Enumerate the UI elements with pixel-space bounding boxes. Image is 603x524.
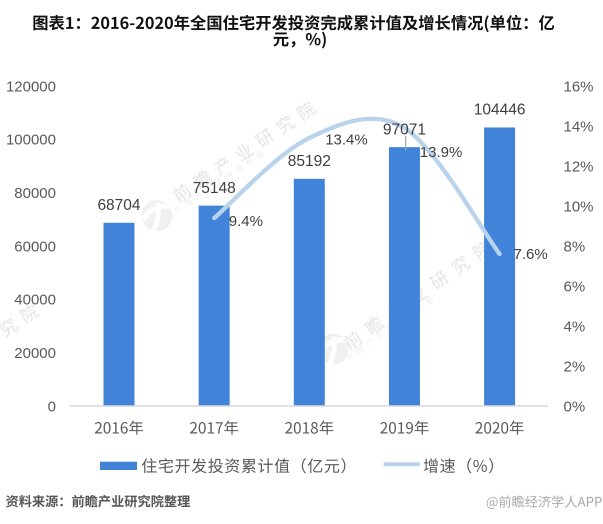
svg-text:100000: 100000	[6, 132, 56, 149]
svg-text:9.4%: 9.4%	[229, 213, 263, 230]
svg-text:0%: 0%	[564, 398, 586, 415]
svg-text:4%: 4%	[564, 318, 586, 335]
svg-text:97071: 97071	[383, 121, 426, 138]
svg-text:60000: 60000	[14, 238, 56, 255]
svg-text:13.9%: 13.9%	[420, 144, 463, 161]
svg-text:14%: 14%	[564, 118, 594, 135]
svg-text:2%: 2%	[564, 358, 586, 375]
svg-text:104446: 104446	[474, 102, 526, 119]
svg-text:75148: 75148	[193, 180, 236, 197]
svg-text:80000: 80000	[14, 185, 56, 202]
svg-text:0: 0	[48, 398, 56, 415]
svg-text:68704: 68704	[97, 197, 140, 214]
svg-text:6%: 6%	[564, 278, 586, 295]
svg-text:20000: 20000	[14, 345, 56, 362]
svg-text:120000: 120000	[6, 78, 56, 95]
svg-text:12%: 12%	[564, 158, 594, 175]
svg-text:8%: 8%	[564, 238, 586, 255]
svg-text:85192: 85192	[288, 153, 331, 170]
svg-text:16%: 16%	[564, 78, 594, 95]
svg-text:7.6%: 7.6%	[514, 246, 548, 263]
svg-text:13.4%: 13.4%	[325, 131, 368, 148]
svg-text:40000: 40000	[14, 292, 56, 309]
svg-text:10%: 10%	[564, 198, 594, 215]
